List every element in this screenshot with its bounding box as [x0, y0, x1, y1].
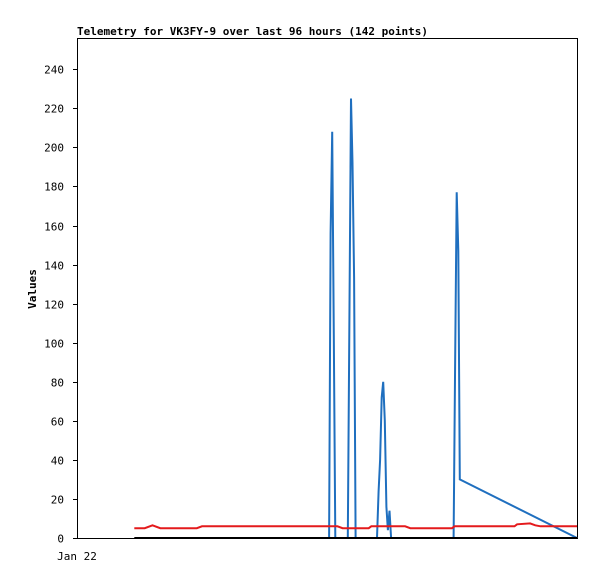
series-line-2 [134, 522, 577, 530]
y-axis-label: Values [26, 269, 39, 309]
y-tick-label: 160 [44, 221, 64, 234]
y-tick-label: 40 [51, 455, 64, 468]
x-tick-label: Jan 22 [57, 550, 97, 563]
y-tick-label: 0 [57, 533, 64, 546]
y-axis: 0 20 40 60 80 100 120 140 160 180 200 220 240 [44, 64, 77, 546]
series-layer [134, 98, 578, 539]
y-tick-label: 240 [44, 64, 64, 77]
y-tick-label: 100 [44, 338, 64, 351]
y-tick-label: 180 [44, 181, 64, 194]
x-axis: Jan 22 [57, 550, 97, 563]
y-tick-label: 120 [44, 299, 64, 312]
y-tick-label: 140 [44, 260, 64, 273]
series-line-1 [229, 98, 578, 539]
y-tick-label: 200 [44, 142, 64, 155]
y-tick-label: 80 [51, 377, 64, 390]
plot-area [77, 38, 578, 539]
y-tick-label: 20 [51, 494, 64, 507]
y-tick-label: 220 [44, 103, 64, 116]
chart-title: Telemetry for VK3FY-9 over last 96 hours… [77, 25, 428, 38]
y-tick-label: 60 [51, 416, 64, 429]
